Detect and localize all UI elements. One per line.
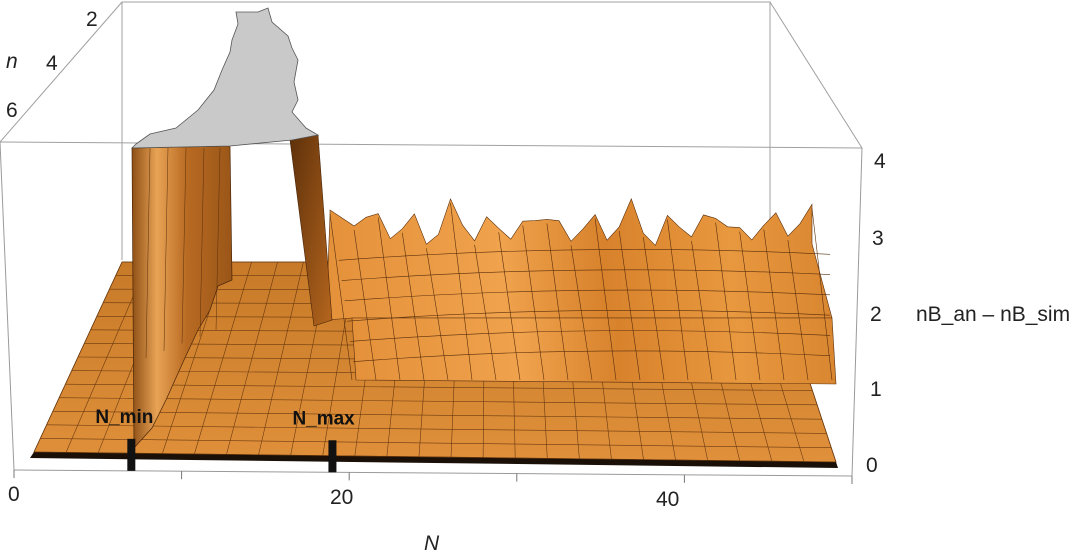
y-tick-4: 4 (46, 52, 58, 75)
marker-N_min-bar (127, 438, 136, 471)
bounding-box-front (0, 141, 863, 477)
marker-N_max-label: N_max (292, 408, 355, 429)
x-axis-ticks (13, 470, 853, 484)
z-axis-label: nB_an – nB_sim (916, 303, 1070, 326)
x-tick-0: 0 (8, 483, 20, 506)
x-tick-40: 40 (656, 488, 679, 511)
z-tick-2: 2 (870, 303, 882, 326)
bounding-box-back (0, 1, 863, 260)
marker-N_max-bar (328, 440, 337, 473)
plateau-surface (325, 197, 837, 385)
z-tick-3: 3 (872, 227, 884, 250)
z-tick-1: 1 (870, 378, 882, 401)
y-tick-2: 2 (86, 8, 98, 31)
markers: N_min N_max (95, 407, 355, 473)
clipped-cap (131, 7, 320, 149)
marker-N_min-label: N_min (95, 407, 153, 428)
y-axis-label: n (6, 50, 18, 73)
z-tick-0: 0 (866, 454, 878, 477)
y-tick-6: 6 (6, 99, 18, 122)
clipped-wall (131, 7, 333, 449)
z-tick-4: 4 (874, 150, 886, 173)
floor-dark-edge (30, 452, 838, 468)
x-axis-label: N (424, 532, 440, 555)
x-tick-20: 20 (330, 486, 353, 509)
